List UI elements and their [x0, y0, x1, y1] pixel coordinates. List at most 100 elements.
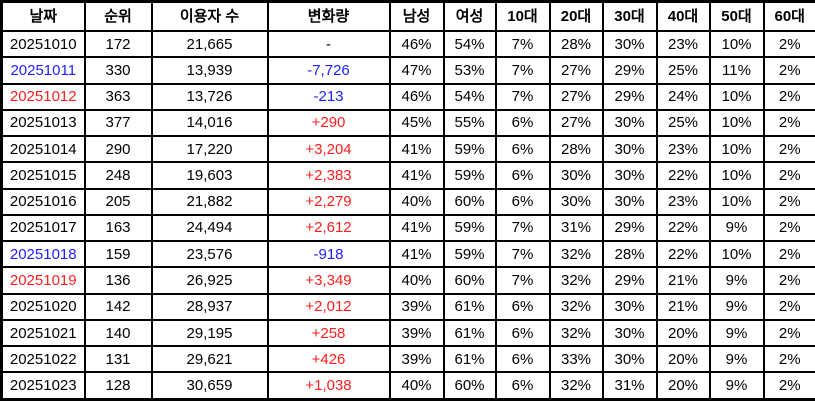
cell-age-60s: 2%: [762, 29, 815, 59]
cell-age-30s: 30%: [601, 29, 658, 59]
table-row: 20251018 159 23,576 -918 41% 59% 7% 32% 28% 22% 10…: [0, 240, 815, 269]
column-header-male: 남성: [388, 0, 445, 32]
cell-age-10s: 6%: [494, 292, 551, 321]
table-row: 20251010 172 21,665-46% 54% 7% 28% 30% 23% 10% 2%: [0, 29, 815, 59]
cell-rank: 136: [83, 266, 153, 295]
cell-age-50s: 9%: [708, 371, 765, 401]
cell-age-30s: 30%: [601, 318, 658, 348]
cell-female: 59%: [442, 135, 497, 164]
cell-age-60s: 2%: [762, 187, 815, 216]
cell-rank: 128: [83, 371, 153, 401]
cell-date: 20251012: [0, 82, 86, 111]
cell-age-40s: 22%: [655, 240, 711, 269]
cell-female: 60%: [442, 371, 497, 401]
cell-date: 20251010: [0, 29, 86, 59]
cell-age-40s: 23%: [655, 187, 711, 216]
column-header-age-60s: 60대: [762, 0, 815, 32]
cell-male: 41%: [388, 240, 445, 269]
cell-age-50s: 10%: [708, 108, 765, 138]
cell-age-60s: 2%: [762, 371, 815, 401]
column-header-rank: 순위: [83, 0, 153, 32]
cell-age-50s: 10%: [708, 240, 765, 269]
cell-age-60s: 2%: [762, 240, 815, 269]
cell-age-20s: 32%: [548, 266, 604, 295]
cell-age-50s: 11%: [708, 56, 765, 85]
table-row: 20251022 131 29,621 +426 39% 61% 6% 33% 30% 20% 9%…: [0, 345, 815, 374]
cell-age-50s: 10%: [708, 29, 765, 59]
cell-rank: 163: [83, 213, 153, 243]
cell-age-60s: 2%: [762, 345, 815, 374]
cell-users: 23,576: [150, 240, 269, 269]
cell-female: 53%: [442, 56, 497, 85]
cell-age-10s: 7%: [494, 266, 551, 295]
cell-change: +2,012: [266, 292, 391, 321]
cell-age-10s: 6%: [494, 108, 551, 138]
cell-users: 28,937: [150, 292, 269, 321]
cell-change: -7,726: [266, 56, 391, 85]
cell-age-40s: 22%: [655, 161, 711, 190]
cell-change: +3,204: [266, 135, 391, 164]
cell-change: +2,612: [266, 213, 391, 243]
cell-age-30s: 30%: [601, 187, 658, 216]
cell-date: 20251021: [0, 318, 86, 348]
cell-date: 20251014: [0, 135, 86, 164]
cell-male: 47%: [388, 56, 445, 85]
cell-change: +426: [266, 345, 391, 374]
cell-male: 46%: [388, 82, 445, 111]
cell-male: 41%: [388, 213, 445, 243]
cell-age-30s: 28%: [601, 240, 658, 269]
column-header-change: 변화량: [266, 0, 391, 32]
cell-age-30s: 30%: [601, 292, 658, 321]
cell-change: +3,349: [266, 266, 391, 295]
header-row: 날짜 순위 이용자 수 변화량 남성 여성 10대 20대 30대 40대 50대 60대: [0, 0, 815, 32]
cell-age-40s: 25%: [655, 56, 711, 85]
cell-age-20s: 30%: [548, 187, 604, 216]
cell-age-10s: 6%: [494, 371, 551, 401]
cell-age-40s: 22%: [655, 213, 711, 243]
cell-rank: 142: [83, 292, 153, 321]
cell-age-10s: 6%: [494, 135, 551, 164]
column-header-age-50s: 50대: [708, 0, 765, 32]
cell-users: 13,726: [150, 82, 269, 111]
cell-female: 59%: [442, 161, 497, 190]
cell-age-40s: 20%: [655, 345, 711, 374]
cell-male: 41%: [388, 161, 445, 190]
cell-age-50s: 9%: [708, 292, 765, 321]
cell-age-50s: 9%: [708, 213, 765, 243]
cell-male: 39%: [388, 345, 445, 374]
cell-age-30s: 29%: [601, 82, 658, 111]
cell-age-40s: 25%: [655, 108, 711, 138]
cell-users: 14,016: [150, 108, 269, 138]
cell-age-20s: 27%: [548, 56, 604, 85]
column-header-users: 이용자 수: [150, 0, 269, 32]
cell-rank: 377: [83, 108, 153, 138]
table-row: 20251020 142 28,937 +2,012 39% 61% 6% 32% 30% 21%…: [0, 292, 815, 321]
cell-female: 61%: [442, 318, 497, 348]
cell-age-40s: 20%: [655, 318, 711, 348]
cell-change: +2,279: [266, 187, 391, 216]
column-header-age-40s: 40대: [655, 0, 711, 32]
cell-age-10s: 7%: [494, 213, 551, 243]
table-row: 20251017 163 24,494 +2,612 41% 59% 7% 31% 29% 22%…: [0, 213, 815, 243]
table-row: 20251019 136 26,925 +3,349 40% 60% 7% 32% 29% 21%…: [0, 266, 815, 295]
cell-age-40s: 23%: [655, 135, 711, 164]
cell-rank: 290: [83, 135, 153, 164]
cell-users: 29,195: [150, 318, 269, 348]
cell-age-30s: 30%: [601, 345, 658, 374]
cell-date: 20251018: [0, 240, 86, 269]
cell-age-60s: 2%: [762, 82, 815, 111]
cell-age-50s: 10%: [708, 82, 765, 111]
cell-female: 59%: [442, 240, 497, 269]
cell-change: +290: [266, 108, 391, 138]
cell-rank: 131: [83, 345, 153, 374]
cell-age-10s: 6%: [494, 187, 551, 216]
cell-age-20s: 27%: [548, 82, 604, 111]
cell-age-10s: 6%: [494, 345, 551, 374]
cell-age-20s: 32%: [548, 318, 604, 348]
cell-age-30s: 31%: [601, 371, 658, 401]
cell-age-60s: 2%: [762, 56, 815, 85]
cell-age-20s: 28%: [548, 29, 604, 59]
column-header-date: 날짜: [0, 0, 86, 32]
cell-age-50s: 10%: [708, 135, 765, 164]
cell-users: 21,665: [150, 29, 269, 59]
